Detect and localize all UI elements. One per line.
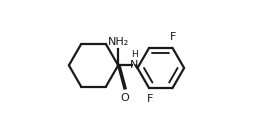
Text: O: O (121, 93, 130, 103)
Text: F: F (170, 33, 176, 42)
Text: N: N (130, 60, 139, 70)
Text: NH₂: NH₂ (107, 37, 129, 47)
Text: H: H (131, 50, 138, 59)
Text: F: F (147, 94, 153, 103)
